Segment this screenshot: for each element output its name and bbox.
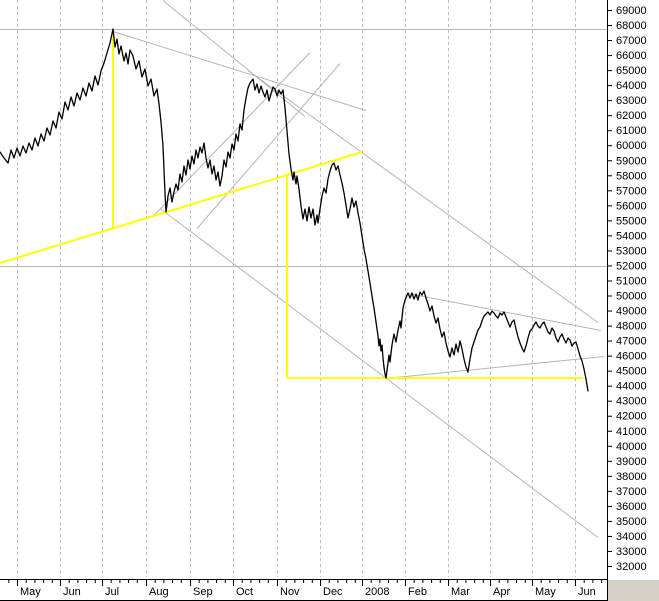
y-axis-label: 69000: [616, 5, 647, 17]
x-axis-label: Aug: [149, 586, 169, 598]
y-axis-label: 59000: [616, 155, 647, 167]
x-axis-label: Dec: [323, 586, 343, 598]
y-axis-label: 48000: [616, 321, 647, 333]
rising-channel-line-2: [196, 63, 341, 229]
x-axis-label: Jul: [105, 586, 119, 598]
y-axis-label: 60000: [616, 140, 647, 152]
y-axis-label: 51000: [616, 275, 647, 287]
y-axis-label: 52000: [616, 260, 647, 272]
y-axis-label: 37000: [616, 486, 647, 498]
y-axis-label: 40000: [616, 441, 647, 453]
rising-trendline: [0, 151, 363, 264]
y-axis-label: 53000: [616, 245, 647, 257]
y-axis-label: 63000: [616, 95, 647, 107]
y-axis-label: 41000: [616, 426, 647, 438]
fan-line-from-july-peak: [112, 31, 367, 111]
scrollbar-corner-box: [608, 580, 659, 601]
y-axis-label: 64000: [616, 80, 647, 92]
y-axis-label: 57000: [616, 185, 647, 197]
y-axis-label: 39000: [616, 456, 647, 468]
x-axis-label: 2008: [365, 586, 389, 598]
y-axis-label: 46000: [616, 351, 647, 363]
y-axis: 69000 68000 67000 66000 65000 64000 63000 62000…: [607, 0, 647, 601]
y-axis-label: 66000: [616, 50, 647, 62]
axis-corner-box: [608, 580, 659, 601]
x-axis-label: Jun: [63, 586, 81, 598]
y-axis-label: 44000: [616, 381, 647, 393]
x-axis: May Jun Jul Aug Sep Oct Nov Dec 2008 Feb Mar Apr May…: [0, 579, 607, 601]
x-axis-label: Feb: [408, 586, 427, 598]
y-axis-label: 50000: [616, 291, 647, 303]
y-axis-label: 56000: [616, 200, 647, 212]
y-axis-label: 54000: [616, 230, 647, 242]
x-axis-label: Oct: [236, 586, 253, 598]
y-axis-label: 42000: [616, 411, 647, 423]
long-descending-from-oct-top: [247, 70, 599, 323]
index-price-polyline: [0, 28, 589, 392]
y-axis-label: 32000: [616, 561, 647, 573]
x-axis-label: Sep: [193, 586, 213, 598]
y-axis-label: 34000: [616, 531, 647, 543]
y-axis-label: 49000: [616, 306, 647, 318]
y-axis-label: 61000: [616, 125, 647, 137]
x-axis-label: Mar: [451, 586, 470, 598]
y-axis-label: 65000: [616, 65, 647, 77]
y-axis-label: 68000: [616, 20, 647, 32]
y-axis-label: 35000: [616, 516, 647, 528]
x-axis-label: Jun: [578, 586, 596, 598]
y-axis-label: 67000: [616, 35, 647, 47]
y-axis-label: 43000: [616, 396, 647, 408]
y-axis-label: 55000: [616, 215, 647, 227]
x-axis-label: May: [535, 586, 556, 598]
y-axis-label: 38000: [616, 471, 647, 483]
x-axis-label: Nov: [280, 586, 300, 598]
y-axis-label: 47000: [616, 336, 647, 348]
price-line: [0, 28, 589, 392]
rising-support-from-jan-low: [385, 356, 605, 379]
steep-line-from-top-edge: [162, 0, 306, 117]
y-axis-label: 33000: [616, 546, 647, 558]
yellow-annotations: [0, 29, 583, 379]
trendline-aug-low-to-jan-low: [159, 208, 599, 538]
y-axis-label: 58000: [616, 170, 647, 182]
y-axis-label: 62000: [616, 110, 647, 122]
y-axis-label: 45000: [616, 366, 647, 378]
x-axis-label: Apr: [493, 586, 510, 598]
y-axis-label: 36000: [616, 501, 647, 513]
x-axis-label: May: [20, 586, 41, 598]
month-gridlines: [17, 0, 576, 577]
gray-trendlines: [0, 0, 607, 538]
